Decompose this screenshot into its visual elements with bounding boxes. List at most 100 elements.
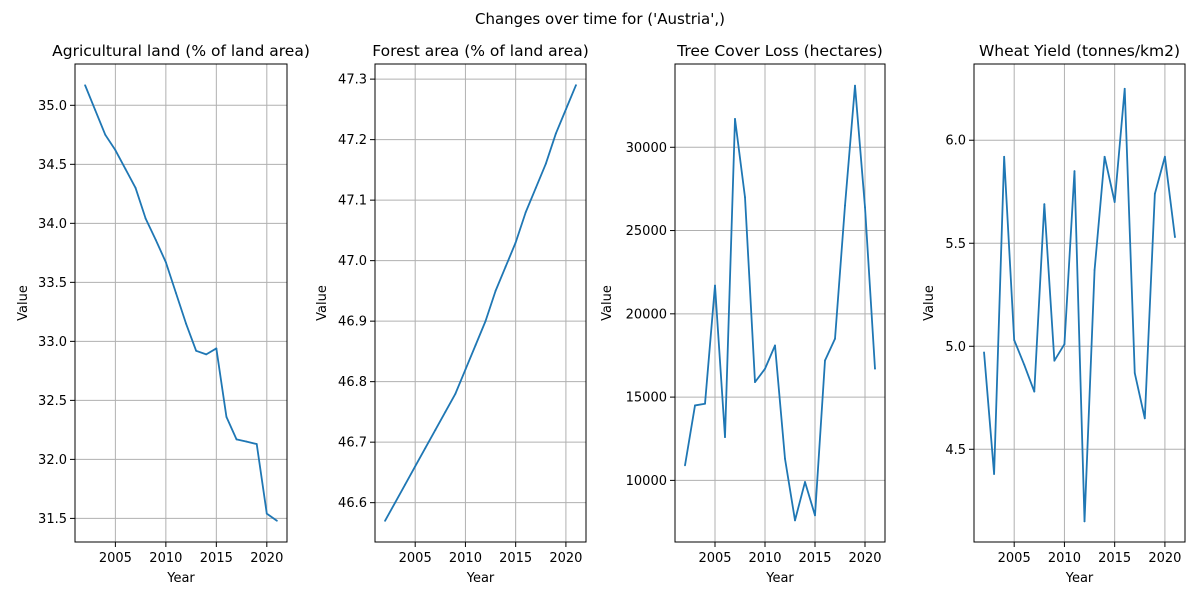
x-tick-label: 2020 [549,551,582,566]
data-point [844,204,846,207]
data-point [1174,236,1176,238]
x-axis-label: Year [466,571,495,586]
y-tick-label: 30000 [626,141,667,156]
y-tick-label: 15000 [626,391,667,406]
y-axis-label: Value [600,285,615,321]
series-line [983,87,1176,523]
x-tick-label: 2010 [1048,551,1081,566]
data-point [1063,343,1066,346]
y-tick-label: 35.0 [38,99,67,114]
data-point [983,351,985,354]
data-point [434,429,437,431]
data-point [774,344,776,347]
y-tick-label: 10000 [626,474,667,489]
x-tick-label: 2010 [748,551,781,566]
axes-frame [374,63,587,543]
figure-suptitle: Changes over time for ('Austria',) [475,10,725,28]
y-tick-label: 34.5 [38,158,67,173]
data-point [1033,390,1036,393]
data-point [444,411,447,413]
chart-panel-2: 2005 2010 2015 2020 46.6 46.7 46.8 46.9 47.0 47.1… [315,42,589,586]
axes-frame [674,63,886,543]
data-point [724,436,726,438]
data-point [814,514,816,517]
x-tick-label: 2005 [698,551,731,566]
x-axis-label: Year [166,571,195,586]
data-point [1043,203,1046,206]
data-point [764,367,766,370]
axes-frame [973,63,1186,543]
data-point [235,438,238,441]
data-point [544,162,547,165]
y-tick-label: 5.5 [945,237,966,252]
data-point [734,118,736,120]
data-point [993,473,995,475]
data-point [864,206,866,209]
y-axis-label: Value [922,285,937,321]
y-tick-label: 47.2 [338,133,367,148]
data-point [1093,269,1096,271]
data-point [1123,87,1126,90]
data-point [404,483,407,486]
y-tick-label: 25000 [626,224,667,239]
data-point [504,265,507,268]
x-tick-label: 2005 [399,551,432,566]
data-point [575,84,577,87]
chart-title: Agricultural land (% of land area) [52,42,310,60]
series-line [684,84,876,522]
chart-title: Wheat Yield (tonnes/km2) [979,42,1180,60]
y-tick-label: 33.0 [38,335,67,350]
y-tick-label: 32.0 [38,453,67,468]
data-point [1023,363,1026,366]
data-point [276,519,278,522]
chart-title: Forest area (% of land area) [372,42,589,60]
data-point [1133,372,1136,374]
data-point [185,322,187,325]
data-point [474,344,477,347]
chart-panel-1: 2005 2010 2015 2020 31.5 32.0 32.5 33.0 33.5 34.0… [16,42,310,586]
data-point [225,415,228,418]
data-point [494,289,497,292]
y-tick-label: 5.0 [945,340,966,355]
series-line [384,84,577,522]
data-point [514,241,517,244]
data-point [684,464,686,467]
data-point [144,217,147,220]
data-point [1003,155,1006,158]
data-point [104,133,107,136]
data-point [554,132,557,135]
y-tick-label: 46.8 [338,375,367,390]
data-point [1164,155,1166,158]
y-tick-label: 20000 [626,307,667,322]
chart-panels: 2005 2010 2015 2020 31.5 32.0 32.5 33.0 33.5 34.0… [16,42,1186,586]
chart-panel-3: 2005 2010 2015 2020 10000 15000 20000 25000 3000… [600,42,886,586]
data-point [784,457,786,460]
data-point [1073,170,1076,173]
x-tick-label: 2010 [449,551,482,566]
x-tick-label: 2015 [200,551,233,566]
data-point [834,337,836,340]
data-point [255,443,258,445]
x-tick-label: 2020 [848,551,881,566]
x-tick-label: 2015 [499,551,532,566]
data-point [175,292,177,294]
y-tick-label: 31.5 [38,512,67,527]
x-tick-label: 2005 [998,551,1031,566]
data-point [1013,339,1016,341]
data-point [1153,192,1156,195]
y-tick-label: 46.6 [338,496,367,511]
data-point [424,447,427,450]
data-point [484,320,487,323]
x-axis-label: Year [765,571,794,586]
y-tick-label: 33.5 [38,276,67,291]
y-axis-label: Value [16,285,31,321]
data-point [124,168,127,170]
data-point [134,187,137,189]
x-tick-label: 2010 [149,551,182,566]
x-tick-label: 2015 [798,551,831,566]
y-tick-label: 32.5 [38,394,67,409]
y-tick-label: 34.0 [38,217,67,232]
data-point [804,481,806,483]
y-tick-label: 47.0 [338,254,367,269]
